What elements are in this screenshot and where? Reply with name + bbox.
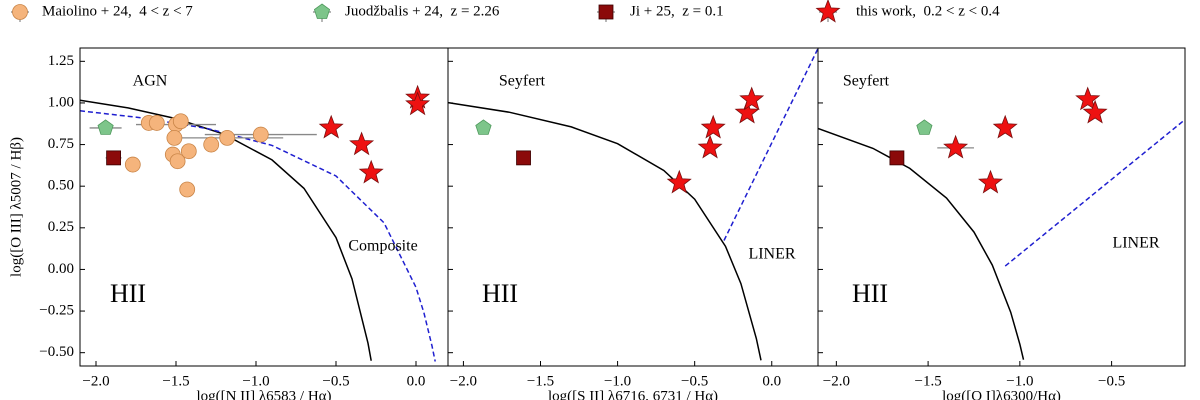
marker bbox=[889, 150, 905, 166]
x-tick-label: −0.5 bbox=[681, 373, 708, 389]
region-label: LINER bbox=[1112, 235, 1159, 252]
x-tick-label: −1.0 bbox=[1006, 373, 1033, 389]
y-tick-label: 0.50 bbox=[48, 178, 74, 194]
x-tick-label: −0.5 bbox=[322, 373, 349, 389]
marker bbox=[1082, 99, 1108, 124]
marker bbox=[166, 130, 183, 146]
marker bbox=[405, 91, 431, 116]
marker bbox=[475, 119, 492, 135]
y-tick-label: −0.50 bbox=[39, 344, 74, 360]
demarcation-line bbox=[448, 101, 762, 361]
x-tick-label: −1.5 bbox=[527, 373, 554, 389]
region-label: Composite bbox=[348, 238, 417, 255]
marker bbox=[106, 150, 121, 166]
marker bbox=[697, 134, 723, 159]
axes-frame bbox=[79, 47, 449, 367]
legend-label: this work, 0.2 < z < 0.4 bbox=[856, 3, 1000, 19]
x-tick-label: 0.0 bbox=[407, 373, 426, 389]
y-tick-label: 1.25 bbox=[48, 53, 74, 69]
x-tick-label: −1.5 bbox=[162, 373, 189, 389]
demarcation-line bbox=[80, 110, 436, 362]
x-tick-label: −1.0 bbox=[604, 373, 631, 389]
marker bbox=[252, 126, 269, 143]
x-tick-label: −1.5 bbox=[914, 373, 941, 389]
region-label: HII bbox=[482, 279, 518, 308]
legend-label: Juodžbalis + 24, z = 2.26 bbox=[345, 3, 500, 19]
x-tick-label: −2.0 bbox=[82, 373, 109, 389]
marker bbox=[978, 169, 1003, 194]
legend-marker bbox=[313, 3, 331, 19]
x-axis-label: log([N II] λ6583 / Hα) bbox=[196, 388, 331, 400]
legend-marker bbox=[598, 4, 614, 20]
marker bbox=[358, 159, 384, 184]
legend-marker bbox=[815, 0, 841, 23]
marker bbox=[943, 134, 969, 159]
x-tick-label: −1.0 bbox=[242, 373, 269, 389]
marker bbox=[1075, 86, 1101, 111]
x-tick-label: −2.0 bbox=[450, 373, 477, 389]
marker bbox=[318, 114, 344, 139]
x-tick-label: −2.0 bbox=[823, 373, 850, 389]
plot-area bbox=[448, 48, 818, 361]
marker bbox=[172, 113, 189, 130]
y-tick-label: 0.75 bbox=[48, 136, 74, 152]
marker bbox=[97, 119, 114, 135]
demarcation-line bbox=[818, 127, 1025, 360]
y-tick-label: −0.25 bbox=[39, 302, 74, 318]
marker bbox=[349, 131, 375, 156]
demarcation-line bbox=[723, 48, 818, 241]
y-tick-label: 0.00 bbox=[48, 261, 74, 277]
region-label: HII bbox=[110, 279, 146, 308]
x-axis-label: log([O I]λ6300/Hα) bbox=[942, 388, 1061, 400]
marker bbox=[739, 86, 765, 111]
marker bbox=[916, 119, 933, 135]
marker bbox=[124, 156, 141, 173]
plot-area bbox=[818, 119, 1185, 360]
region-label: Seyfert bbox=[499, 73, 546, 90]
marker bbox=[180, 143, 197, 160]
region-label: HII bbox=[852, 279, 888, 308]
marker bbox=[179, 181, 196, 198]
marker bbox=[203, 136, 220, 153]
x-axis-label: log([S II] λ6716, 6731 / Hα) bbox=[548, 388, 718, 400]
legend-marker bbox=[12, 4, 28, 20]
region-label: AGN bbox=[133, 73, 168, 90]
x-tick-label: 0.0 bbox=[762, 373, 781, 389]
marker bbox=[700, 114, 726, 139]
marker bbox=[734, 99, 760, 124]
marker bbox=[169, 153, 186, 170]
legend-label: Maiolino + 24, 4 < z < 7 bbox=[42, 3, 193, 19]
x-tick-label: −0.5 bbox=[1098, 373, 1125, 389]
marker bbox=[219, 130, 236, 146]
y-axis-label: log([O III] λ5007 / Hβ) bbox=[8, 137, 24, 277]
legend-label: Ji + 25, z = 0.1 bbox=[630, 3, 724, 19]
marker bbox=[666, 169, 692, 194]
marker bbox=[516, 150, 531, 166]
region-label: LINER bbox=[748, 246, 795, 263]
region-label: Seyfert bbox=[843, 73, 890, 90]
marker bbox=[148, 115, 165, 131]
demarcation-line bbox=[1004, 119, 1185, 267]
marker bbox=[992, 114, 1018, 139]
axes-frame bbox=[817, 47, 1186, 367]
y-tick-label: 1.00 bbox=[48, 94, 74, 110]
y-tick-label: 0.25 bbox=[48, 219, 74, 235]
demarcation-line bbox=[80, 99, 372, 361]
